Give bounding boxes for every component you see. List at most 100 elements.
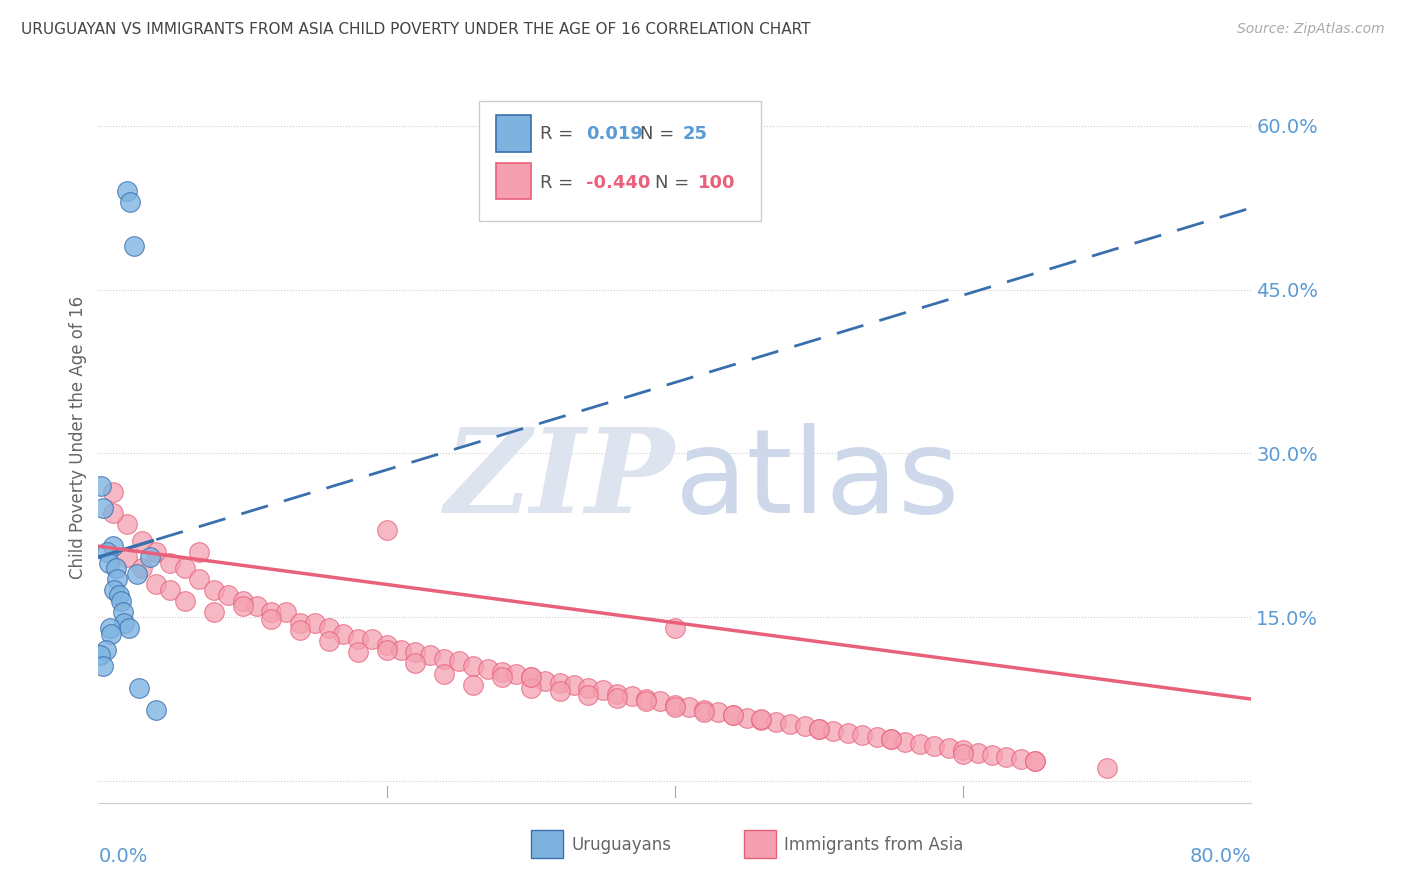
Point [721, 708, 744, 723]
Point [678, 699, 700, 714]
Point [217, 588, 239, 602]
Point [361, 632, 384, 646]
Point [823, 723, 845, 738]
Bar [496, 115, 531, 152]
Point [751, 713, 773, 727]
Point [124, 239, 146, 253]
Point [117, 550, 139, 565]
Point [447, 654, 470, 668]
Point [117, 185, 139, 199]
Point [96, 545, 118, 559]
Point [91, 501, 114, 516]
Point [290, 624, 312, 638]
Text: 0.019: 0.019 [586, 125, 643, 143]
Point [419, 648, 441, 663]
Point [592, 683, 614, 698]
Point [375, 638, 398, 652]
Point [405, 656, 427, 670]
Point [880, 732, 903, 747]
Text: atlas: atlas [675, 424, 960, 539]
Point [981, 747, 1004, 762]
Point [433, 651, 456, 665]
Point [433, 667, 456, 681]
Point [375, 523, 398, 537]
Point [107, 588, 129, 602]
Point [548, 684, 571, 698]
Point [894, 734, 917, 748]
Text: URUGUAYAN VS IMMIGRANTS FROM ASIA CHILD POVERTY UNDER THE AGE OF 16 CORRELATION : URUGUAYAN VS IMMIGRANTS FROM ASIA CHILD … [21, 22, 811, 37]
Point [880, 732, 903, 747]
Point [159, 556, 181, 570]
Point [505, 667, 527, 681]
Point [104, 561, 127, 575]
Point [1010, 752, 1032, 766]
Point [120, 195, 142, 210]
Text: 80.0%: 80.0% [1189, 847, 1251, 866]
Point [837, 726, 859, 740]
Text: N =: N = [640, 125, 681, 143]
Text: R =: R = [540, 125, 579, 143]
Point [260, 605, 283, 619]
Point [578, 681, 600, 695]
Point [375, 643, 398, 657]
Text: ZIP: ZIP [444, 424, 675, 539]
Point [606, 691, 628, 706]
Text: R =: R = [540, 174, 579, 193]
Point [188, 572, 211, 586]
Point [765, 714, 787, 729]
Point [779, 717, 801, 731]
Point [131, 533, 153, 548]
Point [924, 739, 946, 753]
Text: Source: ZipAtlas.com: Source: ZipAtlas.com [1237, 22, 1385, 37]
Point [636, 694, 658, 708]
Bar [531, 830, 562, 858]
Point [548, 675, 571, 690]
Point [693, 703, 716, 717]
Point [260, 612, 283, 626]
Point [110, 594, 132, 608]
Point [97, 556, 120, 570]
Point [346, 645, 368, 659]
Point [1024, 754, 1046, 768]
Point [721, 708, 744, 723]
Point [620, 689, 643, 703]
Point [117, 517, 139, 532]
Point [188, 545, 211, 559]
Point [174, 561, 197, 575]
Bar [496, 163, 531, 200]
Point [952, 743, 974, 757]
Point [103, 582, 125, 597]
Point [202, 582, 225, 597]
Point [520, 670, 543, 684]
Point [461, 659, 484, 673]
Point [111, 605, 134, 619]
Point [231, 594, 254, 608]
Point [101, 507, 124, 521]
Point [520, 670, 543, 684]
Point [128, 681, 150, 695]
Point [139, 550, 162, 565]
Point [405, 645, 427, 659]
Point [246, 599, 269, 614]
Point [131, 561, 153, 575]
Point [534, 673, 557, 688]
Point [346, 632, 368, 646]
Point [145, 545, 167, 559]
Point [127, 566, 149, 581]
Text: 0.0%: 0.0% [98, 847, 148, 866]
Point [664, 698, 686, 712]
Point [751, 712, 773, 726]
Point [231, 599, 254, 614]
Point [491, 665, 513, 679]
Point [664, 699, 686, 714]
Point [636, 692, 658, 706]
Text: Immigrants from Asia: Immigrants from Asia [785, 836, 963, 855]
Point [1024, 754, 1046, 768]
Point [318, 634, 340, 648]
Point [693, 705, 716, 719]
Point [477, 661, 499, 675]
Point [389, 643, 412, 657]
Point [562, 678, 585, 692]
Point [112, 615, 135, 630]
Point [808, 722, 831, 736]
